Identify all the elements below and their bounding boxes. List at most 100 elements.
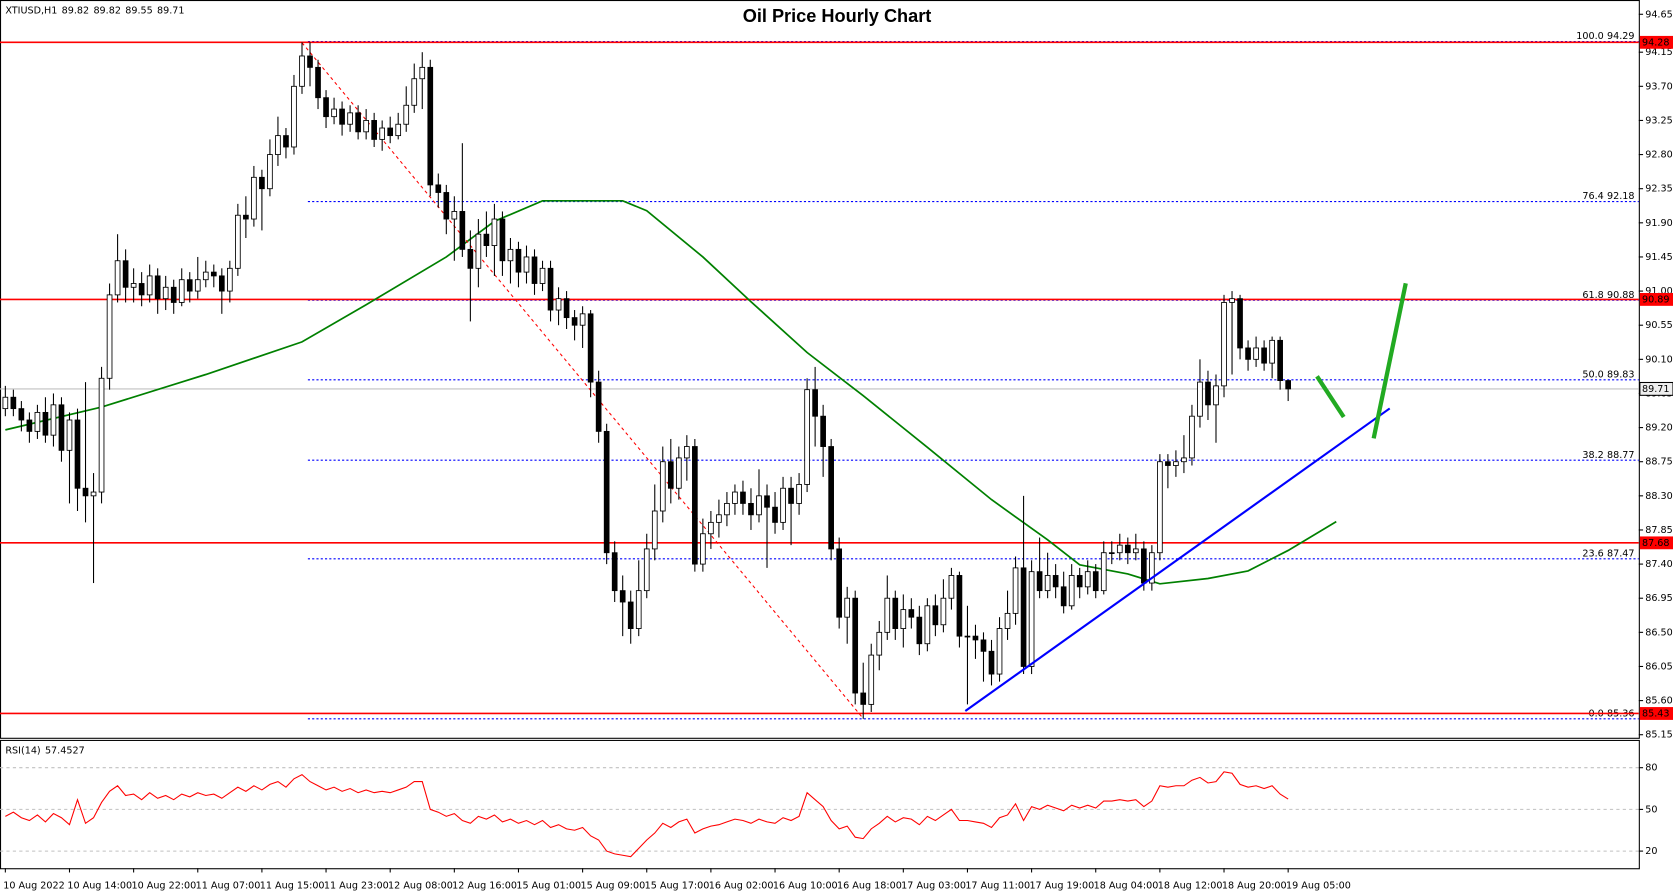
candle-body bbox=[1277, 339, 1283, 381]
candle-body bbox=[651, 510, 658, 550]
y-tick-label: 88.30 bbox=[1645, 491, 1673, 502]
candle-body bbox=[1229, 298, 1235, 303]
candle-body bbox=[1189, 415, 1195, 459]
y-tick-label: 88.75 bbox=[1645, 457, 1673, 468]
candle-body bbox=[1157, 461, 1163, 554]
candle-body bbox=[515, 248, 522, 273]
candle-body bbox=[700, 533, 706, 565]
y-tick-label: 92.80 bbox=[1645, 150, 1673, 161]
candle-body bbox=[563, 298, 570, 319]
candle-body bbox=[900, 609, 907, 629]
rsi-tick-label: 80 bbox=[1645, 763, 1657, 774]
candle-body bbox=[1036, 571, 1043, 592]
candle-body bbox=[732, 491, 738, 504]
candle-body bbox=[106, 294, 113, 379]
candle-body bbox=[98, 377, 105, 493]
candle-body bbox=[1173, 461, 1179, 466]
candle-body bbox=[988, 650, 995, 675]
y-tick-label: 93.25 bbox=[1645, 115, 1673, 126]
candle-body bbox=[1237, 298, 1243, 349]
candle-body bbox=[395, 123, 402, 137]
candle-body bbox=[587, 313, 594, 383]
x-tick-label: 15 Aug 09:00 bbox=[580, 880, 645, 891]
rsi-tick-label: 20 bbox=[1645, 846, 1657, 857]
candle-body bbox=[34, 411, 41, 432]
candle-body bbox=[780, 487, 786, 523]
fib-price: 94.29 bbox=[1607, 31, 1635, 42]
candle-body bbox=[603, 430, 610, 554]
y-tick-label: 91.45 bbox=[1645, 252, 1673, 263]
fib-ratio: 23.6 bbox=[1582, 548, 1603, 559]
candle-body bbox=[483, 233, 490, 247]
fib-ratio: 76.4 bbox=[1582, 191, 1603, 202]
candle-body bbox=[812, 389, 818, 417]
candle-body bbox=[964, 635, 971, 638]
candle-body bbox=[1092, 571, 1099, 592]
candle-body bbox=[579, 313, 586, 326]
candle-body bbox=[740, 491, 746, 504]
candle-body bbox=[1100, 552, 1107, 592]
candle-body bbox=[1108, 552, 1115, 554]
candle-body bbox=[371, 120, 377, 140]
candle-body bbox=[130, 283, 137, 288]
candle-body bbox=[162, 286, 169, 300]
rsi-name: RSI(14) bbox=[5, 746, 40, 757]
level-box bbox=[1639, 707, 1673, 720]
candle-body bbox=[1084, 571, 1091, 588]
candle-body bbox=[531, 256, 538, 284]
candle-body bbox=[323, 97, 329, 118]
x-tick-label: 16 Aug 18:00 bbox=[837, 880, 902, 891]
rsi-panel bbox=[0, 739, 1640, 870]
level-box bbox=[1639, 293, 1673, 306]
x-tick-label: 18 Aug 20:00 bbox=[1222, 880, 1287, 891]
fib-label: 76.4 92.18 bbox=[1582, 191, 1634, 202]
symbol: XTIUSD,H1 bbox=[5, 6, 57, 17]
candle-body bbox=[804, 389, 810, 485]
candle-body bbox=[539, 267, 546, 284]
candle-body bbox=[980, 639, 987, 652]
candle-body bbox=[331, 108, 337, 118]
candle-body bbox=[403, 104, 410, 125]
x-tick-label: 10 Aug 22:00 bbox=[131, 880, 196, 891]
candle-body bbox=[756, 495, 762, 516]
candle-body bbox=[555, 298, 562, 311]
fib-label: 50.0 89.83 bbox=[1582, 369, 1634, 380]
y-tick-label: 85.15 bbox=[1645, 730, 1673, 741]
candle-body bbox=[355, 112, 361, 133]
level-box bbox=[1639, 536, 1673, 550]
candle-body bbox=[956, 575, 963, 637]
x-tick-label: 10 Aug 2022 bbox=[3, 880, 65, 891]
x-tick-label: 12 Aug 16:00 bbox=[452, 880, 517, 891]
rsi-tick-label: 50 bbox=[1645, 804, 1657, 815]
candle-body bbox=[146, 275, 153, 296]
candle-body bbox=[291, 85, 297, 148]
candle-body bbox=[1221, 302, 1227, 387]
x-tick-label: 15 Aug 17:00 bbox=[645, 880, 710, 891]
candle-body bbox=[90, 491, 97, 497]
candle-body bbox=[347, 112, 353, 125]
candle-body bbox=[170, 286, 177, 303]
levels-layer: 100.0 94.29 76.4 92.18 61.8 90.88 50.0 89.83 38.… bbox=[0, 31, 1639, 719]
level-box bbox=[1639, 35, 1673, 49]
candle-body bbox=[659, 461, 666, 512]
x-tick-label: 16 Aug 02:00 bbox=[709, 880, 774, 891]
candle-body bbox=[627, 601, 634, 629]
axis-layer: 94.65 94.15 93.70 93.25 92.80 92.35 91.90 91.45… bbox=[0, 9, 1673, 891]
candle-body bbox=[363, 120, 369, 133]
candle-body bbox=[1124, 544, 1131, 554]
candle-body bbox=[619, 590, 626, 603]
y-tick-label: 86.50 bbox=[1645, 627, 1673, 638]
candle-body bbox=[844, 597, 851, 618]
candle-body bbox=[547, 267, 554, 311]
y-tick-label: 86.05 bbox=[1645, 661, 1673, 672]
x-tick-label: 17 Aug 11:00 bbox=[965, 880, 1030, 891]
candle-body bbox=[475, 233, 482, 269]
candle-body bbox=[940, 597, 947, 626]
candle-body bbox=[379, 127, 386, 140]
candle-body bbox=[716, 514, 722, 523]
projection-arrow bbox=[1315, 375, 1346, 419]
candle-body bbox=[267, 154, 273, 190]
candle-body bbox=[932, 605, 939, 626]
candle-body bbox=[1205, 381, 1211, 406]
